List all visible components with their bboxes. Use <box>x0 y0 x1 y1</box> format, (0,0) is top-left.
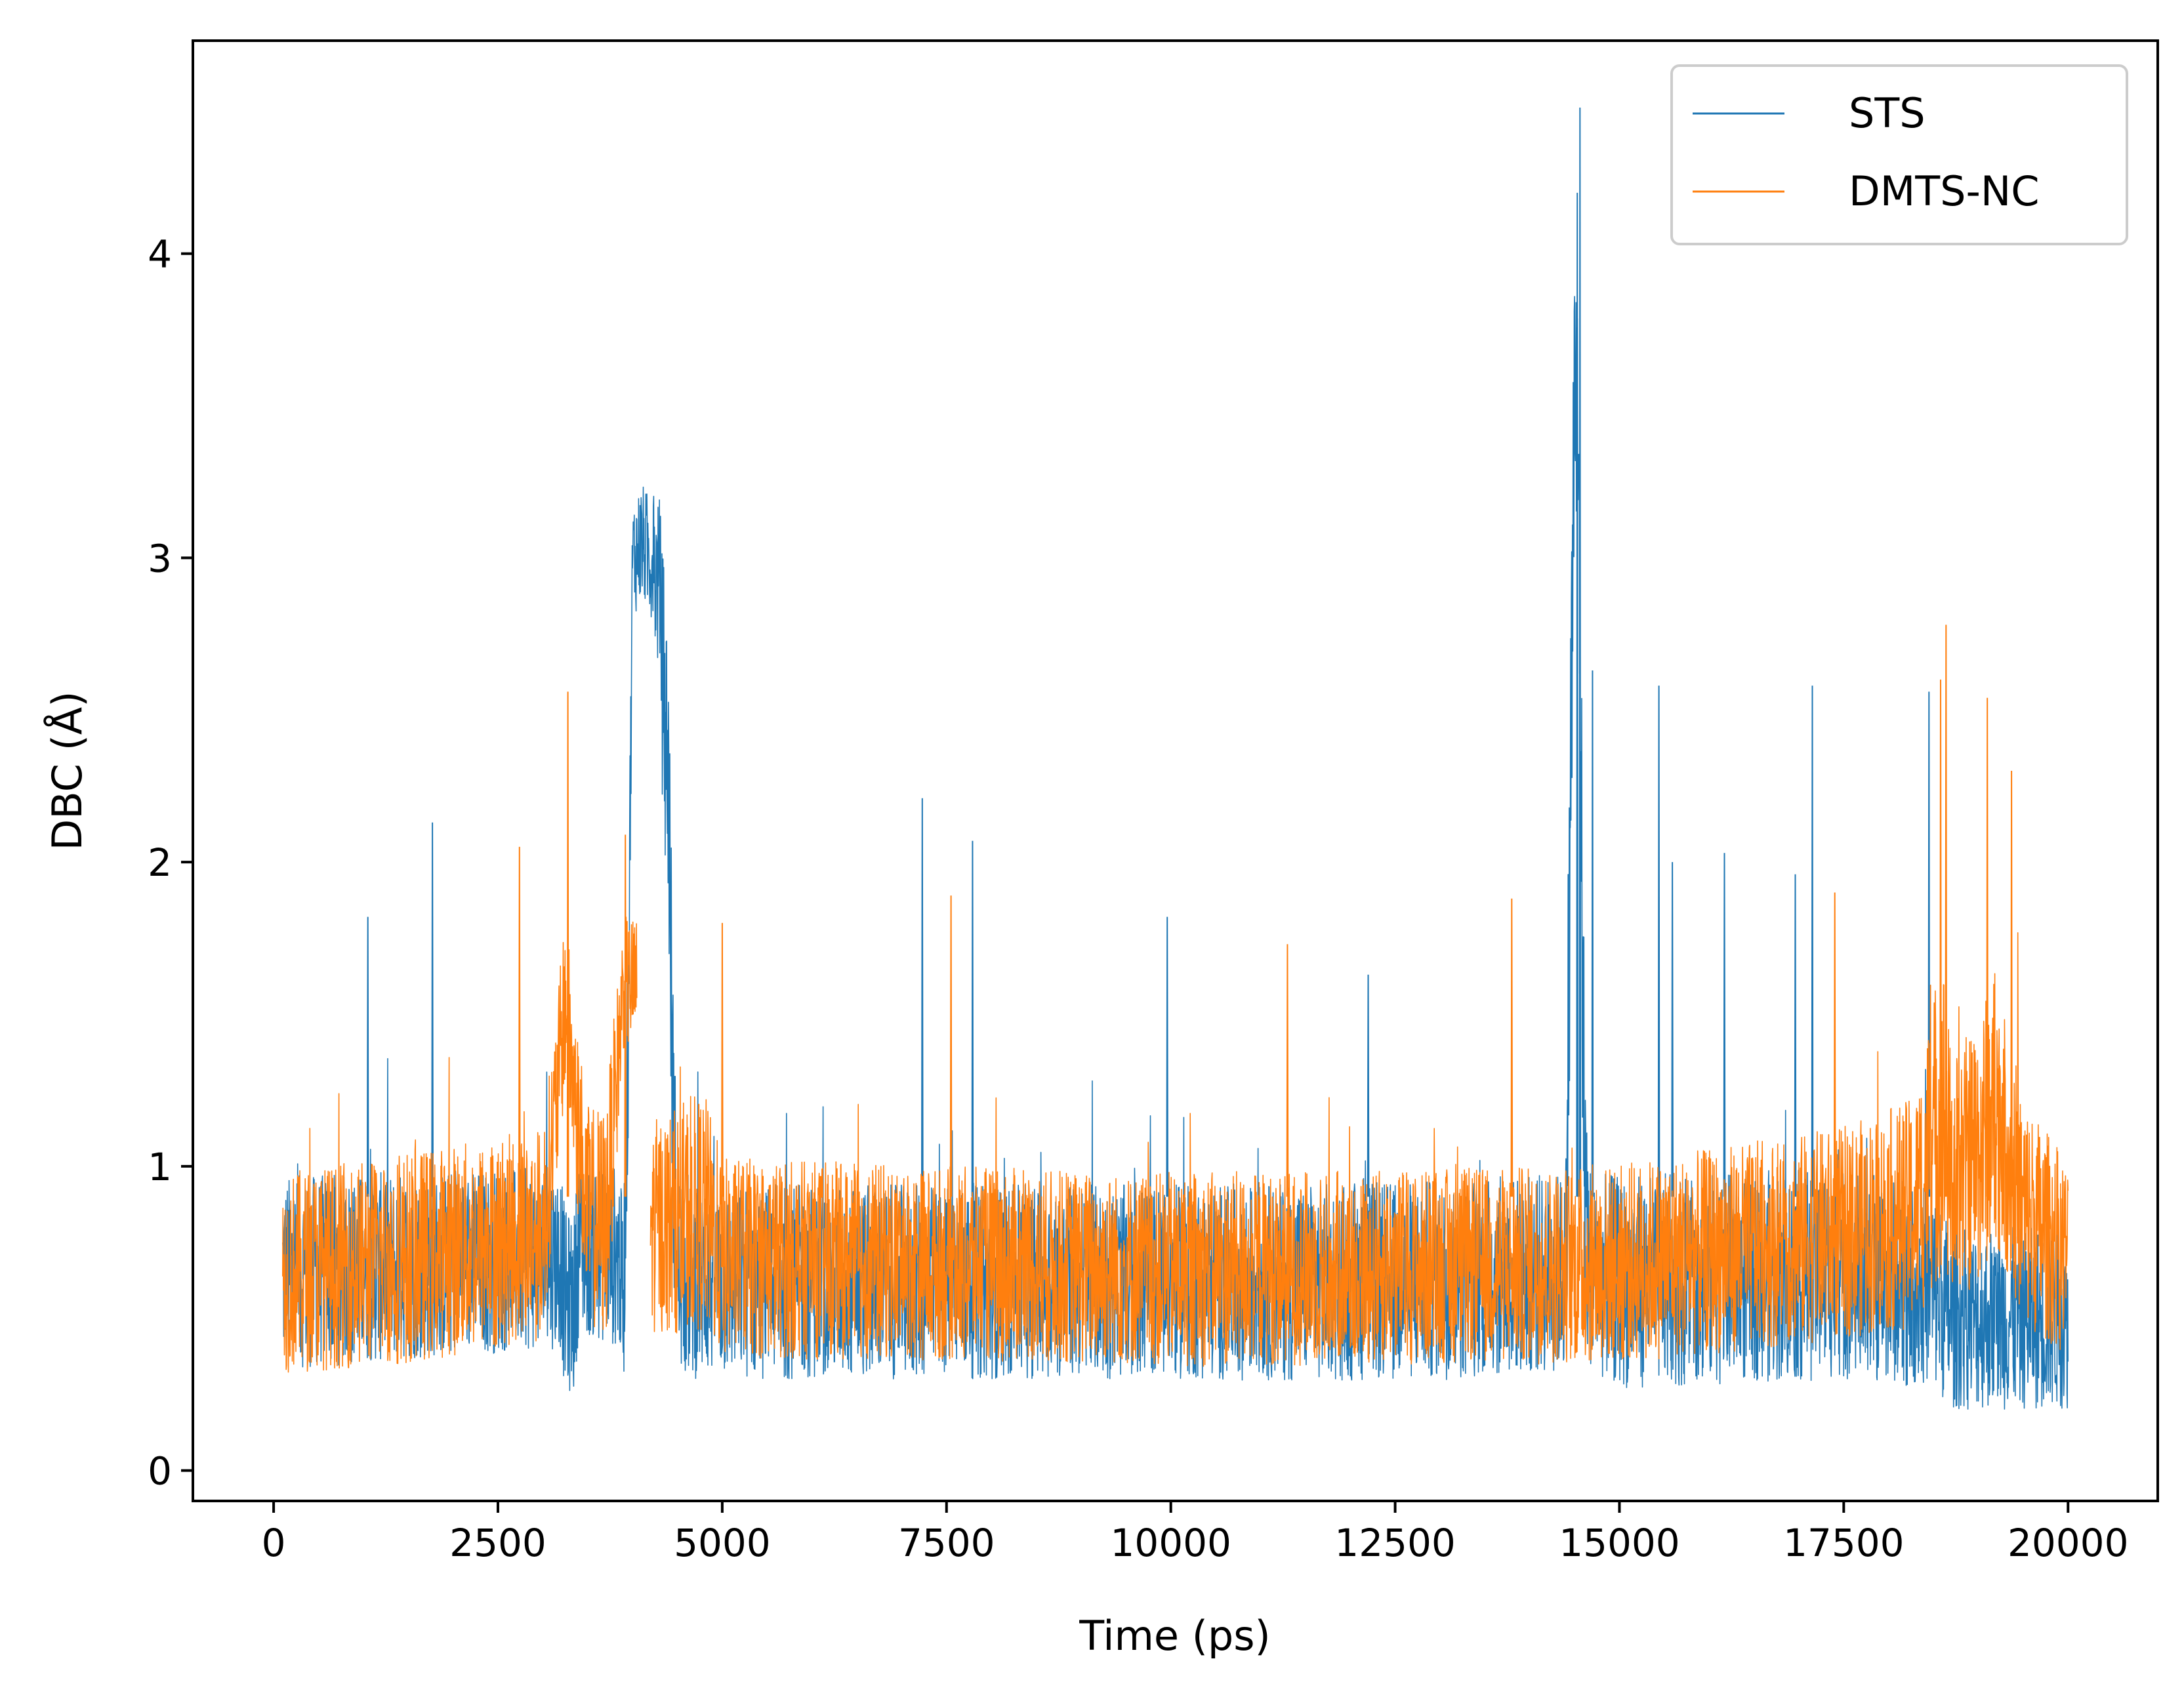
series-peak-sts <box>971 840 974 1197</box>
series-peak-sts <box>1367 974 1370 1197</box>
x-tick-label: 15000 <box>1559 1521 1680 1565</box>
series-peak-dmts-nc <box>2010 770 2013 1197</box>
x-tick-label: 20000 <box>2008 1521 2129 1565</box>
series-peak-dmts-nc <box>1986 697 1988 1197</box>
x-tick-label: 12500 <box>1334 1521 1456 1565</box>
series-peak-dmts-nc <box>518 846 521 1197</box>
series-peak-dmts-nc <box>1939 679 1942 1197</box>
series-peak-dmts-nc <box>721 922 724 1197</box>
series-peak-dmts-nc <box>1945 625 1948 1197</box>
y-tick-label: 1 <box>148 1145 172 1189</box>
y-tick-label: 0 <box>148 1449 172 1494</box>
y-tick-label: 2 <box>148 840 172 885</box>
series-layer <box>282 107 2069 1410</box>
series-peak-sts <box>1166 916 1168 1197</box>
series-peak-sts <box>1927 691 1931 1197</box>
series-line-dmts-nc <box>282 916 638 1373</box>
series-dmts-nc <box>282 625 2069 1373</box>
series-peak-sts <box>1794 874 1797 1197</box>
x-axis-title: Time (ps) <box>1079 1612 1270 1660</box>
x-tick-label: 10000 <box>1110 1521 1231 1565</box>
series-peak-sts <box>921 798 924 1197</box>
series-line-dmts-nc <box>649 932 2069 1367</box>
legend: STS DMTS-NC <box>1670 64 2128 245</box>
series-peak-sts <box>1578 107 1582 1197</box>
series-peak-dmts-nc <box>1833 892 1836 1197</box>
series-peak-sts <box>1657 686 1660 1197</box>
series-peak-dmts-nc <box>1286 944 1289 1197</box>
x-tick-label: 17500 <box>1783 1521 1905 1565</box>
legend-label-dmts-nc: DMTS-NC <box>1849 167 2040 215</box>
plot-frame <box>192 39 2159 1502</box>
series-peak-sts <box>1811 686 1814 1197</box>
series-peak-dmts-nc <box>1510 898 1514 1197</box>
x-tick-label: 7500 <box>898 1521 995 1565</box>
series-peak-dmts-nc <box>949 895 953 1197</box>
series-peak-sts <box>431 822 434 1197</box>
x-tick-label: 2500 <box>449 1521 546 1565</box>
y-tick-label: 4 <box>148 232 172 277</box>
series-peak-sts <box>1576 192 1578 1197</box>
y-tick-label: 3 <box>148 536 172 581</box>
y-axis: 0 1 2 3 4 <box>148 232 193 1494</box>
x-axis: 0 2500 5000 7500 10000 12500 15000 17500 20000 <box>262 1501 2129 1565</box>
series-peak-sts <box>366 916 369 1197</box>
legend-label-sts: STS <box>1849 89 1926 137</box>
y-axis-title: DBC (Å) <box>43 691 91 851</box>
series-peak-sts <box>1591 670 1594 1197</box>
series-peak-sts <box>1671 862 1674 1197</box>
x-tick-label: 0 <box>262 1521 286 1565</box>
series-peak-sts <box>1723 853 1726 1197</box>
series-peak-dmts-nc <box>624 834 627 1197</box>
x-tick-label: 5000 <box>674 1521 771 1565</box>
series-peak-dmts-nc <box>566 691 569 1197</box>
legend-box <box>1670 64 2128 245</box>
